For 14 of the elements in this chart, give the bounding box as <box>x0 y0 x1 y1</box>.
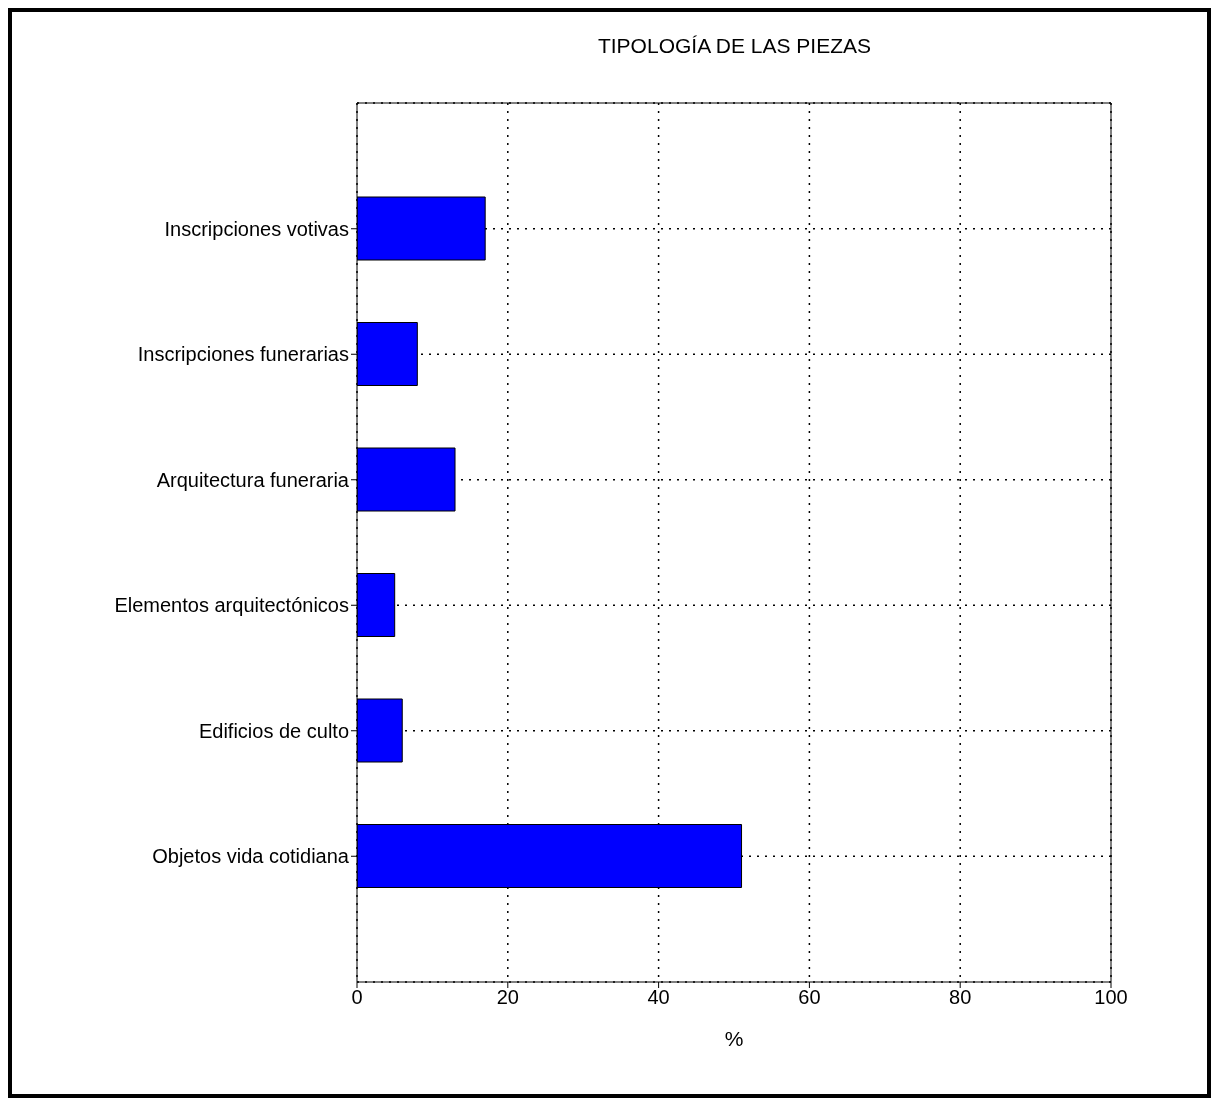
x-tick-label: 80 <box>949 986 972 1009</box>
x-tick-label: 100 <box>1094 986 1128 1009</box>
x-tick-label: 0 <box>351 986 363 1009</box>
y-tick-label: Elementos arquitectónicos <box>114 594 349 617</box>
chart-title: TIPOLOGÍA DE LAS PIEZAS <box>596 34 873 58</box>
x-tick-label: 20 <box>496 986 519 1009</box>
x-tick-label: 60 <box>798 986 821 1009</box>
y-tick-label: Arquitectura funeraria <box>156 468 350 491</box>
x-tick-label: 40 <box>647 986 670 1009</box>
y-tick-label: Inscripciones votivas <box>164 217 349 240</box>
x-axis-title: % <box>724 1027 744 1050</box>
y-tick-label: Inscripciones funerarias <box>137 343 349 366</box>
y-tick-label: Edificios de culto <box>198 719 349 742</box>
y-tick-label: Objetos vida cotidiana <box>152 845 350 868</box>
